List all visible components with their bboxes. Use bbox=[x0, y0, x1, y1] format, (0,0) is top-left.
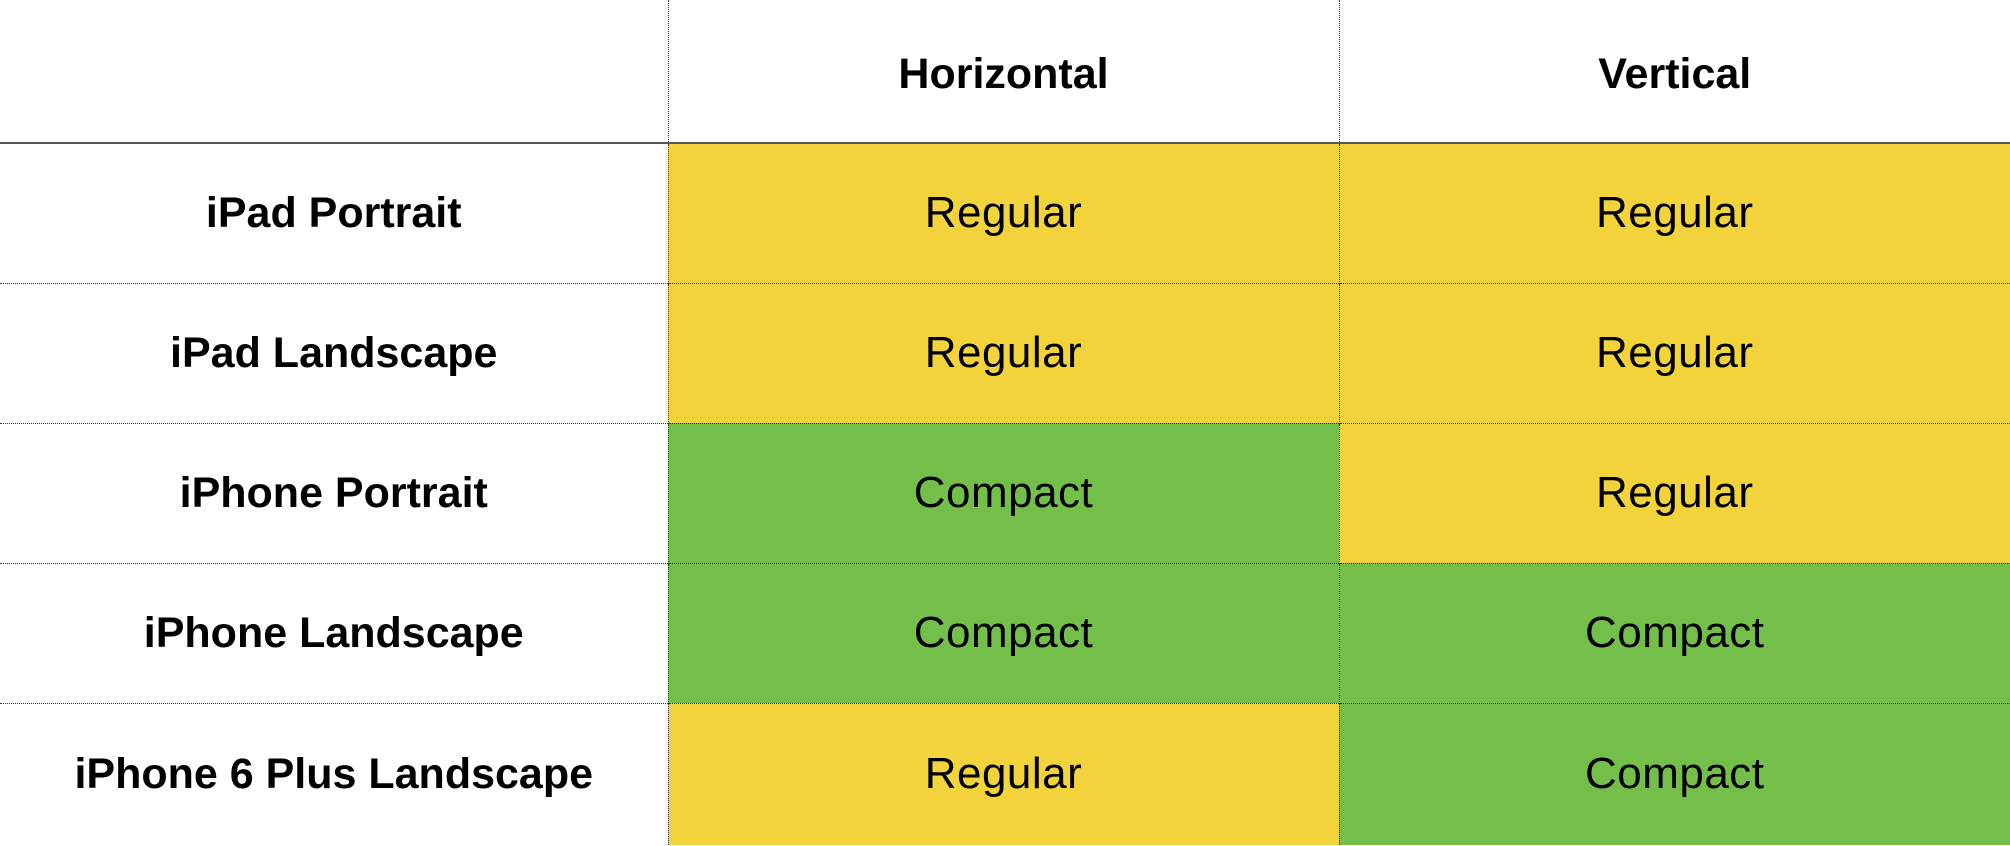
table-row: iPhone 6 Plus Landscape Regular Compact bbox=[0, 702, 2010, 845]
vertical-size-cell: Compact bbox=[1338, 702, 2010, 845]
corner-header bbox=[0, 0, 668, 144]
row-label-ipad-portrait: iPad Portrait bbox=[0, 143, 668, 283]
vertical-size-cell: Compact bbox=[1338, 562, 2010, 703]
vertical-size-cell: Regular bbox=[1338, 143, 2010, 283]
header-row: Horizontal Vertical bbox=[0, 0, 2010, 144]
horizontal-size-cell: Regular bbox=[667, 282, 1339, 423]
horizontal-size-cell: Compact bbox=[667, 562, 1339, 703]
table-row: iPhone Portrait Compact Regular bbox=[0, 422, 2010, 563]
table-row: iPhone Landscape Compact Compact bbox=[0, 562, 2010, 703]
vertical-size-cell: Regular bbox=[1338, 282, 2010, 423]
table-body: iPad Portrait Regular Regular iPad Lands… bbox=[0, 143, 2010, 845]
table-row: iPad Portrait Regular Regular bbox=[0, 143, 2010, 283]
row-label-ipad-landscape: iPad Landscape bbox=[0, 282, 668, 423]
horizontal-size-cell: Regular bbox=[667, 702, 1339, 845]
horizontal-size-cell: Compact bbox=[667, 422, 1339, 563]
horizontal-column-header: Horizontal bbox=[667, 0, 1339, 144]
vertical-size-cell: Regular bbox=[1338, 422, 2010, 563]
row-label-iphone-landscape: iPhone Landscape bbox=[0, 562, 668, 703]
table-header: Horizontal Vertical bbox=[0, 0, 2010, 144]
horizontal-size-cell: Regular bbox=[667, 143, 1339, 283]
table-row: iPad Landscape Regular Regular bbox=[0, 282, 2010, 423]
vertical-column-header: Vertical bbox=[1338, 0, 2010, 144]
row-label-iphone-6-plus-landscape: iPhone 6 Plus Landscape bbox=[0, 702, 668, 845]
row-label-iphone-portrait: iPhone Portrait bbox=[0, 422, 668, 563]
